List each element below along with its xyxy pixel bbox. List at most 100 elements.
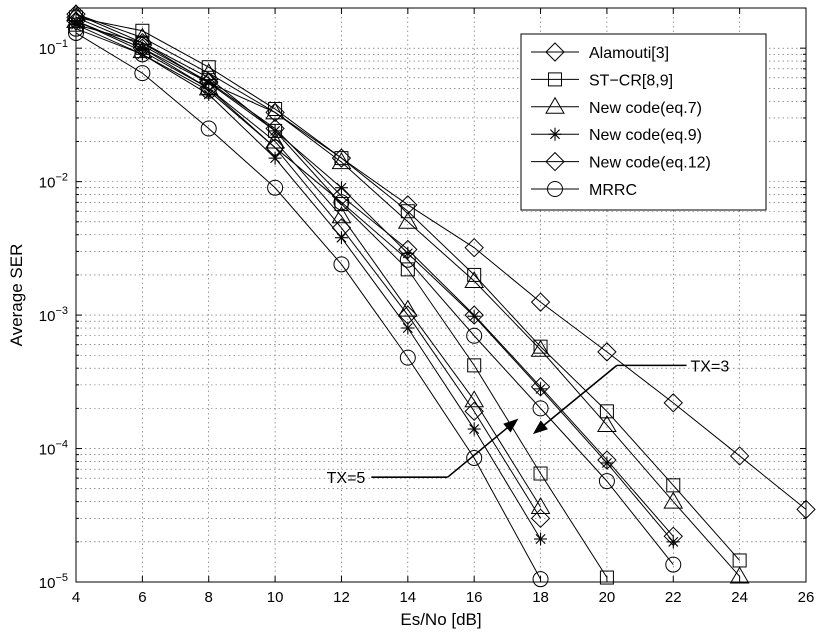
data-point <box>467 309 481 323</box>
data-point <box>729 446 750 466</box>
legend-entry: New code(eq.7) <box>531 96 702 117</box>
data-point <box>530 292 551 312</box>
legend-entry: MRRC <box>531 181 637 199</box>
data-point <box>530 377 551 397</box>
legend-entry: Alamouti[3] <box>531 42 669 62</box>
data-point <box>400 204 415 219</box>
data-point <box>729 566 750 584</box>
series-line <box>75 13 741 577</box>
y-tick-label: 10−3 <box>39 305 68 325</box>
data-point <box>534 382 548 396</box>
data-point <box>665 556 682 573</box>
data-point <box>399 349 416 366</box>
data-point <box>532 400 549 417</box>
annotation-tx-5: TX=5 <box>327 418 519 487</box>
x-tick-label: 6 <box>138 589 146 606</box>
data-point <box>467 358 482 373</box>
x-tick-label: 14 <box>399 589 416 606</box>
data-point <box>268 123 283 138</box>
series-group <box>66 4 816 588</box>
x-tick-label: 22 <box>665 589 682 606</box>
legend-marker <box>547 181 563 197</box>
data-point <box>599 570 614 585</box>
data-point <box>202 87 216 101</box>
data-point <box>398 195 418 215</box>
legend-marker <box>548 127 562 141</box>
data-point <box>466 327 483 344</box>
data-point <box>334 151 349 166</box>
data-point <box>599 404 614 419</box>
series-line <box>75 20 674 543</box>
y-axis-label: Average SER <box>7 244 26 347</box>
data-point <box>530 496 551 514</box>
y-tick-label: 10−4 <box>39 439 68 459</box>
data-point <box>334 196 349 211</box>
series-line <box>75 32 541 580</box>
series-line <box>75 28 674 565</box>
axis-ticks: 4 6 8 10 12 14 16 18 20 22 24 26 10−5 10−4 10−3 10−2 10−… <box>39 7 815 606</box>
plot-frame <box>75 7 807 583</box>
data-point <box>399 251 416 268</box>
data-point <box>400 262 415 277</box>
legend-label: New code(eq.7) <box>589 100 702 117</box>
x-axis-label: Es/No [dB] <box>400 610 481 629</box>
x-tick-label: 26 <box>798 589 815 606</box>
data-point <box>530 508 551 529</box>
data-point <box>597 415 617 433</box>
data-point <box>331 152 352 170</box>
legend-box <box>520 33 767 211</box>
x-tick-label: 8 <box>205 589 213 606</box>
data-point <box>268 151 282 165</box>
data-point <box>334 231 348 245</box>
annotation-arrow-shaft <box>543 364 618 426</box>
data-point <box>199 78 219 99</box>
data-point <box>467 422 481 436</box>
y-tick-label: 10−2 <box>39 172 68 192</box>
x-tick-label: 20 <box>599 589 616 606</box>
series-9-diamond <box>66 11 551 529</box>
data-point <box>597 342 617 362</box>
legend-label: New code(eq.9) <box>589 127 702 144</box>
data-point <box>534 532 548 546</box>
series-line <box>75 24 541 540</box>
data-point <box>267 179 284 196</box>
x-tick-label: 16 <box>466 589 483 606</box>
legend-entry: New code(eq.9) <box>531 127 702 144</box>
data-point <box>663 393 683 413</box>
data-point <box>397 299 418 317</box>
legend-marker <box>545 42 565 62</box>
data-point <box>333 256 350 273</box>
data-point <box>134 65 151 82</box>
x-tick-label: 18 <box>532 589 549 606</box>
data-point <box>135 47 149 61</box>
annotation-tx-3: TX=3 <box>532 358 729 435</box>
data-point <box>201 70 216 85</box>
series-line <box>75 20 541 508</box>
series-line <box>75 16 741 561</box>
data-point <box>331 206 352 224</box>
data-point <box>598 473 615 490</box>
data-point <box>464 401 484 422</box>
x-tick-label: 24 <box>731 589 748 606</box>
data-point <box>597 450 617 470</box>
data-point <box>265 137 285 158</box>
data-point <box>464 237 484 258</box>
data-point <box>600 456 614 470</box>
data-point <box>530 339 551 357</box>
legend-label: ST−CR[8,9] <box>589 72 673 89</box>
data-point <box>663 491 684 509</box>
data-point <box>398 239 418 260</box>
data-point <box>666 535 680 549</box>
y-tick-label: 10−1 <box>39 38 68 58</box>
legend-label: New code(eq.12) <box>589 155 711 172</box>
data-point <box>464 271 485 289</box>
data-point <box>464 305 484 325</box>
data-point <box>200 120 217 137</box>
series-line <box>75 24 608 578</box>
annotation-arrow-head <box>532 420 548 435</box>
legend-entry: New code(eq.12) <box>531 151 711 172</box>
legend-label: MRRC <box>589 182 637 199</box>
data-point <box>331 218 352 238</box>
x-tick-label: 10 <box>267 589 284 606</box>
